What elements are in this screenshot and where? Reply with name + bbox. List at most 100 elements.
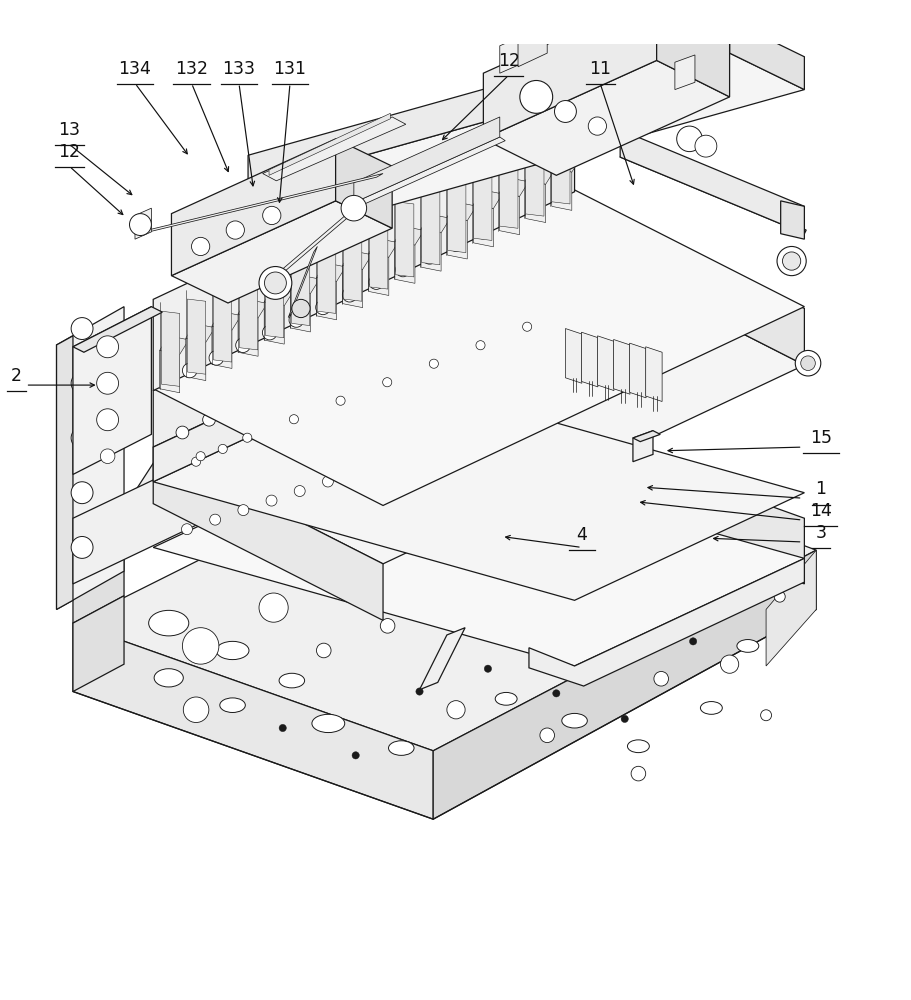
Polygon shape <box>153 101 574 391</box>
Circle shape <box>183 697 209 723</box>
Circle shape <box>342 287 356 302</box>
Circle shape <box>71 482 93 504</box>
Ellipse shape <box>154 669 183 687</box>
Polygon shape <box>483 0 656 139</box>
Circle shape <box>676 126 701 152</box>
Circle shape <box>282 375 295 388</box>
Circle shape <box>422 250 436 264</box>
Polygon shape <box>262 117 405 181</box>
Polygon shape <box>421 214 450 233</box>
Circle shape <box>350 467 361 477</box>
Ellipse shape <box>561 713 587 728</box>
Polygon shape <box>153 447 383 620</box>
Ellipse shape <box>736 640 758 652</box>
Polygon shape <box>56 336 73 609</box>
Circle shape <box>181 524 192 535</box>
Polygon shape <box>141 212 148 234</box>
Polygon shape <box>73 596 124 692</box>
Polygon shape <box>581 332 598 387</box>
Circle shape <box>415 688 423 695</box>
Polygon shape <box>290 290 310 332</box>
Circle shape <box>800 356 814 370</box>
Circle shape <box>259 593 288 622</box>
Circle shape <box>322 476 333 487</box>
Polygon shape <box>275 208 353 279</box>
Circle shape <box>242 433 251 442</box>
Polygon shape <box>525 141 543 216</box>
Polygon shape <box>56 307 124 609</box>
Ellipse shape <box>627 740 649 753</box>
Polygon shape <box>153 374 804 600</box>
Circle shape <box>262 325 277 340</box>
Circle shape <box>435 438 445 449</box>
Polygon shape <box>153 190 804 505</box>
Polygon shape <box>211 312 241 330</box>
Circle shape <box>196 452 205 461</box>
Circle shape <box>484 665 491 672</box>
Polygon shape <box>135 208 151 239</box>
Ellipse shape <box>388 741 414 755</box>
Polygon shape <box>629 343 645 398</box>
Circle shape <box>298 406 307 415</box>
Polygon shape <box>248 53 804 225</box>
Circle shape <box>202 413 215 426</box>
Circle shape <box>191 237 210 256</box>
Circle shape <box>528 199 543 214</box>
Polygon shape <box>186 338 206 381</box>
Circle shape <box>129 214 151 236</box>
Polygon shape <box>73 557 124 623</box>
Circle shape <box>191 457 200 466</box>
Circle shape <box>294 486 305 497</box>
Circle shape <box>457 329 466 339</box>
Circle shape <box>378 457 389 468</box>
Circle shape <box>380 619 394 633</box>
Polygon shape <box>395 202 414 277</box>
Circle shape <box>537 291 547 300</box>
Circle shape <box>226 221 244 239</box>
Circle shape <box>442 298 455 311</box>
Circle shape <box>229 401 241 413</box>
Circle shape <box>71 318 93 339</box>
Ellipse shape <box>495 692 517 705</box>
Ellipse shape <box>148 610 189 636</box>
Polygon shape <box>73 422 815 751</box>
Circle shape <box>97 336 118 358</box>
Polygon shape <box>248 20 729 188</box>
Polygon shape <box>551 129 569 204</box>
Circle shape <box>570 567 578 575</box>
Circle shape <box>539 728 554 743</box>
Circle shape <box>335 350 348 362</box>
Text: 134: 134 <box>118 60 151 78</box>
Polygon shape <box>729 20 804 90</box>
Polygon shape <box>386 369 804 584</box>
Polygon shape <box>335 139 392 228</box>
Circle shape <box>259 267 292 299</box>
Polygon shape <box>269 113 390 175</box>
Polygon shape <box>73 307 162 352</box>
Circle shape <box>279 724 286 732</box>
Circle shape <box>297 569 304 577</box>
Circle shape <box>100 449 115 464</box>
Circle shape <box>787 566 798 577</box>
Circle shape <box>760 710 771 721</box>
Ellipse shape <box>216 641 249 660</box>
Circle shape <box>491 419 502 430</box>
Circle shape <box>395 262 410 277</box>
Circle shape <box>316 643 331 658</box>
Circle shape <box>479 542 486 549</box>
Circle shape <box>315 300 330 315</box>
Circle shape <box>585 646 599 661</box>
Circle shape <box>519 80 552 113</box>
Circle shape <box>511 304 520 313</box>
Polygon shape <box>574 192 804 365</box>
Polygon shape <box>368 239 397 257</box>
Polygon shape <box>82 418 210 573</box>
Polygon shape <box>394 226 424 245</box>
Text: 133: 133 <box>222 60 255 78</box>
Polygon shape <box>499 153 517 228</box>
Circle shape <box>517 620 531 635</box>
Circle shape <box>689 638 696 645</box>
Polygon shape <box>141 174 383 234</box>
Polygon shape <box>213 287 231 362</box>
Circle shape <box>176 426 189 439</box>
